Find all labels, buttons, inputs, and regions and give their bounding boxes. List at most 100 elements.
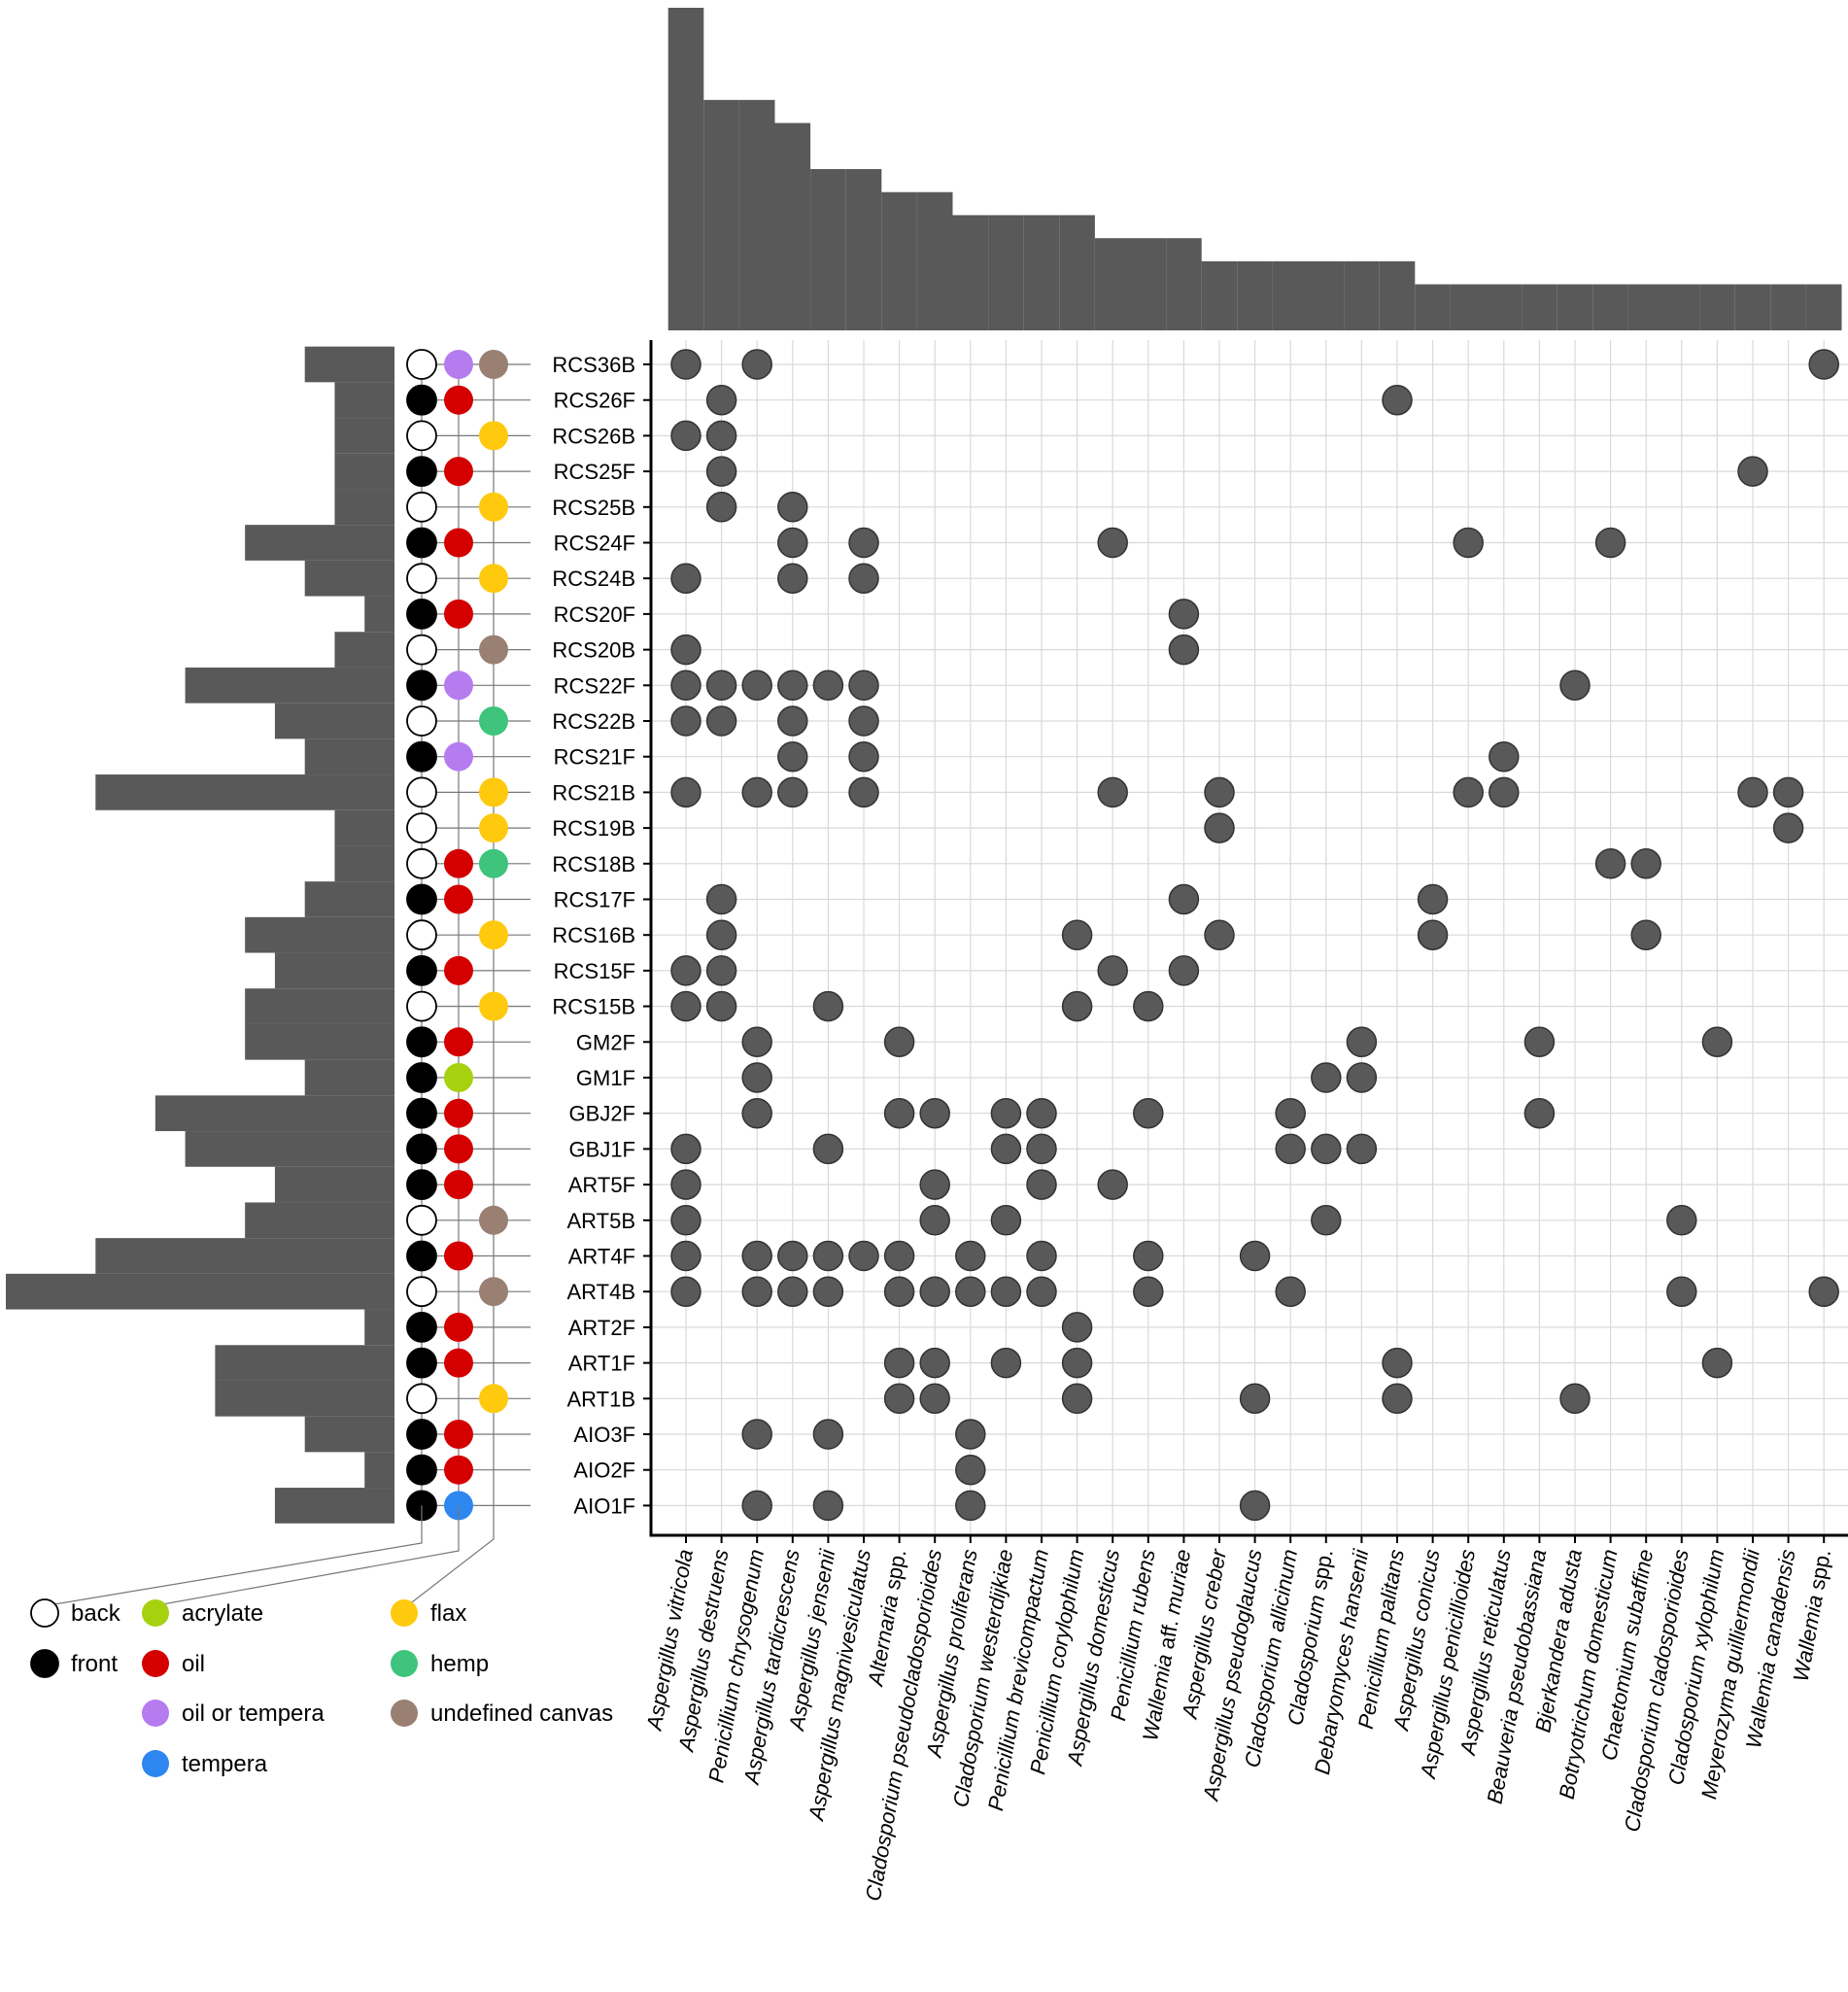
presence-dot-art1f-penicillium-palitans <box>1382 1347 1413 1379</box>
sample-label-rcs22f: RCS22F <box>554 673 635 698</box>
presence-dot-rcs24f-aspergillus-domesticus <box>1097 527 1128 559</box>
presence-dot-art5f-aspergillus-vitricola <box>670 1169 702 1200</box>
presence-dot-rcs17f-wallemia-aff-muriae <box>1168 883 1200 915</box>
presence-dot-gbj2f-cladosporium-westerdijkiae <box>990 1097 1022 1129</box>
presence-dot-art5f-penicillium-brevicompactum <box>1026 1169 1057 1200</box>
legend-connector-canvas <box>407 1505 495 1606</box>
canvas-marker-undefined-canvas <box>479 350 508 379</box>
sample-label-aio1f: AIO1F <box>573 1494 635 1518</box>
presence-dot-rcs26f-penicillium-palitans <box>1382 384 1413 416</box>
species-bar-cladosporium-xylophilum <box>1699 284 1735 330</box>
sample-label-gm2f: GM2F <box>576 1030 635 1054</box>
presence-dot-rcs18b-chaetomium-subaffine <box>1630 848 1661 879</box>
canvas-marker-flax <box>479 813 508 843</box>
medium-marker-acrylate <box>444 1063 473 1092</box>
presence-dot-rcs22f-bjerkandera-adusta <box>1559 670 1591 702</box>
presence-dot-art4f-penicillium-rubens <box>1133 1240 1164 1272</box>
presence-dot-rcs15f-aspergillus-domesticus <box>1097 955 1128 986</box>
species-bar-aspergillus-destruens <box>703 99 739 330</box>
species-bar-penicillium-rubens <box>1130 238 1167 330</box>
legend-label-undefined-canvas: undefined canvas <box>430 1700 613 1727</box>
species-bar-aspergillus-creber <box>1201 260 1238 330</box>
sample-bar-gm2f <box>245 1023 394 1060</box>
sample-label-aio2f: AIO2F <box>573 1459 635 1483</box>
sample-label-rcs20b: RCS20B <box>552 638 635 663</box>
sample-bar-aio1f <box>274 1488 394 1524</box>
presence-dot-gbj1f-debaryomyces-hansenii <box>1346 1133 1378 1165</box>
presence-dot-rcs15b-aspergillus-destruens <box>705 990 737 1022</box>
canvas-marker-undefined-canvas <box>479 635 508 665</box>
species-bar-cladosporium-pseudocladosporioides <box>916 191 953 330</box>
side-marker-front <box>406 1026 437 1058</box>
sample-annotation-circles <box>406 349 530 1522</box>
presence-dot-rcs26b-aspergillus-vitricola <box>670 420 702 452</box>
presence-dot-gbj1f-cladosporium-spp <box>1311 1133 1342 1165</box>
sample-label-rcs16b: RCS16B <box>552 923 635 947</box>
presence-dot-rcs20f-wallemia-aff-muriae <box>1168 599 1200 630</box>
canvas-marker-flax <box>479 421 508 451</box>
medium-marker-oil <box>444 1241 473 1271</box>
legend-swatch-flax <box>391 1599 418 1627</box>
legend-swatch-hemp <box>391 1650 418 1677</box>
species-count-bars <box>667 8 1842 330</box>
species-bar-cladosporium-allicinum <box>1272 260 1309 330</box>
medium-marker-oil <box>444 884 473 914</box>
sample-label-rcs21b: RCS21B <box>552 780 635 805</box>
presence-dot-rcs21b-wallemia-canadensis <box>1772 776 1804 808</box>
sample-label-rcs22b: RCS22B <box>552 709 635 734</box>
sample-label-rcs25b: RCS25B <box>552 496 635 520</box>
side-marker-front <box>406 883 437 915</box>
presence-dot-art1b-penicillium-corylophilum <box>1061 1383 1093 1415</box>
presence-dot-rcs22f-aspergillus-tardicrescens <box>777 670 808 702</box>
presence-dot-gm2f-cladosporium-xylophilum <box>1701 1026 1733 1058</box>
sample-label-rcs15b: RCS15B <box>552 995 635 1019</box>
legend-label-flax: flax <box>430 1600 466 1627</box>
legend-label-back: back <box>71 1600 121 1627</box>
sample-bar-art5b <box>245 1202 394 1239</box>
species-bar-cladosporium-spp <box>1308 260 1345 330</box>
presence-dot-aio1f-aspergillus-pseudoglaucus <box>1239 1490 1271 1522</box>
medium-marker-oil <box>444 1420 473 1449</box>
sample-label-rcs24f: RCS24F <box>554 532 635 556</box>
side-marker-front <box>406 456 437 488</box>
canvas-marker-hemp <box>479 848 508 878</box>
presence-dot-rcs15b-aspergillus-jensenii <box>812 990 844 1022</box>
side-marker-back <box>406 847 437 879</box>
canvas-marker-undefined-canvas <box>479 1205 508 1235</box>
species-bar-bjerkandera-adusta <box>1557 284 1593 330</box>
presence-dot-art4f-aspergillus-vitricola <box>670 1240 702 1272</box>
side-marker-back <box>406 563 437 595</box>
species-bar-cladosporium-cladosporioides <box>1663 284 1700 330</box>
medium-marker-oil-or-tempera <box>444 350 473 379</box>
legend-swatch-undefined-canvas <box>391 1700 418 1727</box>
legend-label-front: front <box>71 1651 118 1677</box>
presence-dot-rcs17f-aspergillus-conicus <box>1417 883 1449 915</box>
side-marker-back <box>406 919 437 951</box>
sample-bar-art1b <box>215 1380 394 1417</box>
medium-marker-oil <box>444 1134 473 1164</box>
presence-dot-rcs22f-aspergillus-magnivesiculatus <box>848 670 879 702</box>
species-bar-penicillium-palitans <box>1379 260 1416 330</box>
sample-label-art5f: ART5F <box>568 1173 635 1197</box>
sample-bar-rcs20b <box>334 632 394 668</box>
matrix-axes <box>643 340 1848 1543</box>
legend-swatch-front <box>30 1649 59 1678</box>
species-bar-penicillium-brevicompactum <box>1023 215 1060 330</box>
presence-dot-art4f-aspergillus-tardicrescens <box>777 1240 808 1272</box>
side-marker-front <box>406 670 437 702</box>
presence-dot-art4f-alternaria-spp <box>883 1240 915 1272</box>
presence-dot-art5b-cladosporium-spp <box>1311 1205 1342 1236</box>
presence-dot-art4b-penicillium-rubens <box>1133 1276 1164 1307</box>
sample-bar-rcs18b <box>334 845 394 882</box>
sample-bar-art4f <box>95 1238 395 1274</box>
legend: back front acrylate oil oil or tempera temper… <box>30 1598 613 1777</box>
presence-dot-art1f-cladosporium-xylophilum <box>1701 1347 1733 1379</box>
presence-dot-rcs36b-wallemia-spp <box>1808 349 1839 380</box>
medium-marker-oil <box>444 848 473 878</box>
sample-label-art5b: ART5B <box>566 1209 635 1233</box>
presence-dot-rcs24f-botryotrichum-domesticum <box>1594 527 1626 559</box>
sample-bar-gm1f <box>304 1059 394 1096</box>
sample-bar-rcs19b <box>334 809 394 846</box>
legend-label-hemp: hemp <box>430 1651 489 1677</box>
legend-swatch-back <box>30 1598 59 1628</box>
